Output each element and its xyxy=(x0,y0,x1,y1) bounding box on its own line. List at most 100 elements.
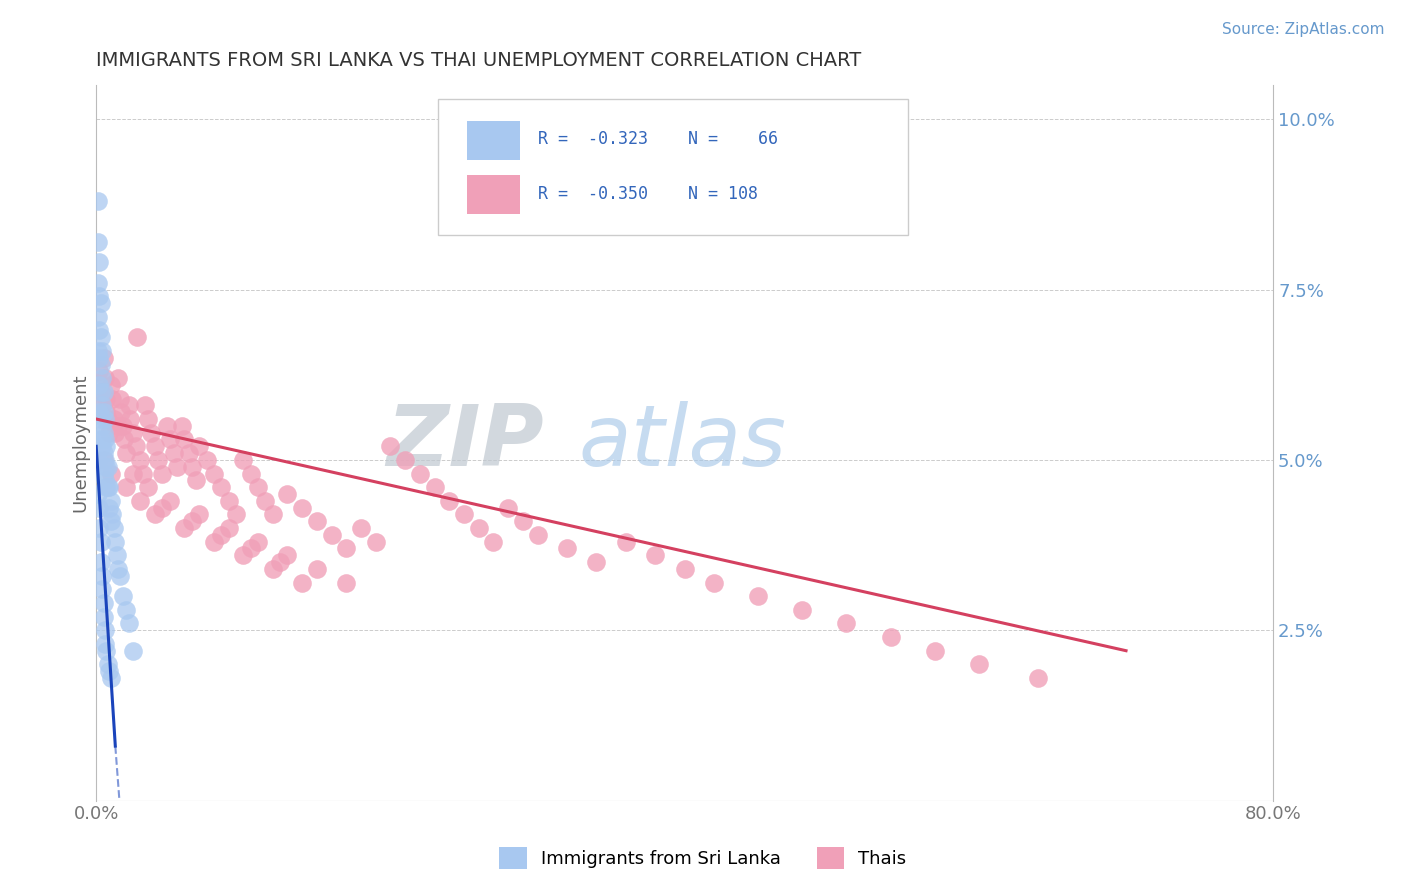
Point xyxy=(496,500,519,515)
Bar xyxy=(467,175,520,214)
Point xyxy=(118,412,141,426)
Point xyxy=(188,439,211,453)
Point xyxy=(86,235,108,249)
Point xyxy=(104,425,127,440)
Point xyxy=(90,534,112,549)
Point xyxy=(97,459,120,474)
Point xyxy=(335,575,357,590)
Point xyxy=(90,384,112,399)
Point xyxy=(98,425,121,440)
Point xyxy=(305,562,328,576)
Y-axis label: Unemployment: Unemployment xyxy=(72,374,89,512)
Point xyxy=(89,323,111,337)
Point xyxy=(89,378,111,392)
Point xyxy=(86,343,108,358)
Point xyxy=(90,433,112,447)
Point xyxy=(170,418,193,433)
Legend: Immigrants from Sri Lanka, Thais: Immigrants from Sri Lanka, Thais xyxy=(491,838,915,879)
Point xyxy=(232,453,254,467)
Point xyxy=(96,643,118,657)
Point xyxy=(108,392,131,406)
Point xyxy=(792,603,814,617)
Point xyxy=(134,398,156,412)
Point xyxy=(276,549,298,563)
Point xyxy=(262,562,284,576)
Point xyxy=(122,425,145,440)
Point xyxy=(835,616,858,631)
Point xyxy=(159,493,181,508)
Point xyxy=(89,521,111,535)
Point xyxy=(97,412,120,426)
Text: R =  -0.350    N = 108: R = -0.350 N = 108 xyxy=(537,185,758,202)
Point xyxy=(177,446,200,460)
Point xyxy=(180,514,202,528)
Point xyxy=(122,643,145,657)
Point xyxy=(129,453,152,467)
Point xyxy=(218,521,240,535)
Point xyxy=(86,276,108,290)
Point xyxy=(96,459,118,474)
Point xyxy=(526,528,548,542)
Point xyxy=(86,310,108,324)
Point xyxy=(262,508,284,522)
Point xyxy=(114,480,136,494)
Text: R =  -0.323    N =    66: R = -0.323 N = 66 xyxy=(537,130,778,148)
Text: atlas: atlas xyxy=(579,401,787,484)
Point xyxy=(276,487,298,501)
Point xyxy=(89,351,111,365)
Point xyxy=(96,392,118,406)
Point xyxy=(163,446,186,460)
Point xyxy=(644,549,666,563)
Point xyxy=(89,500,111,515)
Point xyxy=(967,657,990,672)
Point xyxy=(364,534,387,549)
Point xyxy=(101,392,124,406)
Point xyxy=(100,671,122,685)
Point xyxy=(91,582,114,597)
Point xyxy=(482,534,505,549)
Point xyxy=(159,433,181,447)
Point xyxy=(110,405,132,419)
Point xyxy=(89,405,111,419)
Point xyxy=(350,521,373,535)
Point xyxy=(91,371,114,385)
Point xyxy=(96,405,118,419)
Point xyxy=(94,371,117,385)
Point xyxy=(453,508,475,522)
Point xyxy=(94,624,117,638)
Point xyxy=(335,541,357,556)
Text: IMMIGRANTS FROM SRI LANKA VS THAI UNEMPLOYMENT CORRELATION CHART: IMMIGRANTS FROM SRI LANKA VS THAI UNEMPL… xyxy=(96,51,862,70)
Point xyxy=(111,589,134,603)
Point xyxy=(100,378,122,392)
Point xyxy=(114,603,136,617)
Point xyxy=(100,514,122,528)
Point xyxy=(409,467,432,481)
Point xyxy=(173,433,195,447)
Point xyxy=(94,412,117,426)
Point xyxy=(380,439,402,453)
Point xyxy=(143,439,166,453)
Point xyxy=(93,351,115,365)
Point xyxy=(173,521,195,535)
Point xyxy=(879,630,901,644)
Point xyxy=(90,296,112,310)
Point xyxy=(93,609,115,624)
Point xyxy=(150,467,173,481)
Point xyxy=(127,330,149,344)
Point xyxy=(93,405,115,419)
Text: Source: ZipAtlas.com: Source: ZipAtlas.com xyxy=(1222,22,1385,37)
Point xyxy=(94,474,117,488)
Point xyxy=(117,398,139,412)
Point xyxy=(91,398,114,412)
Point xyxy=(96,480,118,494)
Point xyxy=(91,418,114,433)
Point xyxy=(614,534,637,549)
Point xyxy=(703,575,725,590)
Point xyxy=(93,453,115,467)
Point xyxy=(136,412,159,426)
Point xyxy=(86,487,108,501)
Point xyxy=(254,493,277,508)
Point xyxy=(98,500,121,515)
Point xyxy=(107,371,129,385)
Point xyxy=(90,330,112,344)
